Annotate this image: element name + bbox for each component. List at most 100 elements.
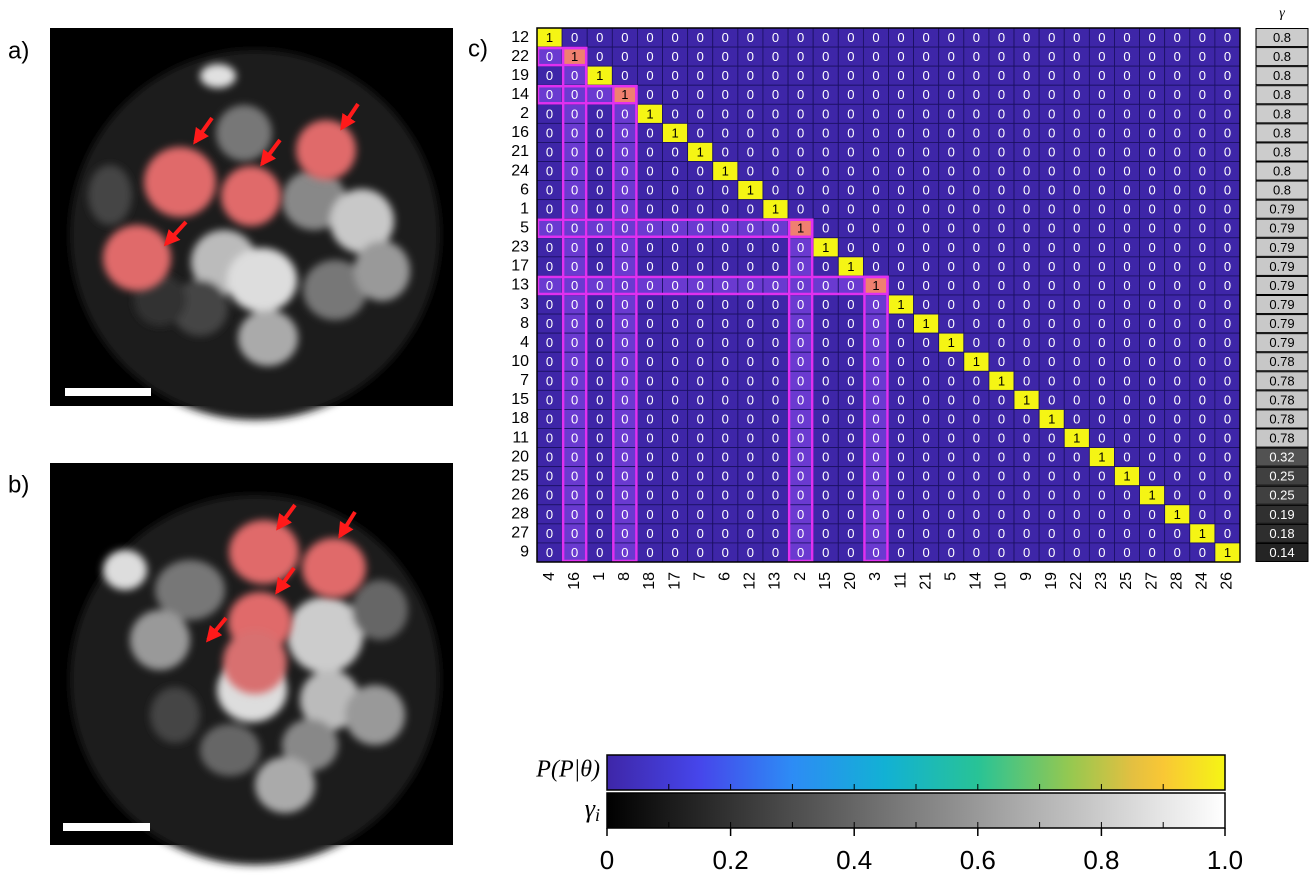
cell-label: 0 (872, 335, 879, 350)
cell-label: 0 (1048, 488, 1055, 503)
cell-label: 0 (923, 49, 930, 64)
cell-label: 0 (1174, 335, 1181, 350)
cell-label: 0 (1073, 354, 1080, 369)
cell-label: 0 (697, 316, 704, 331)
cell-label: 0 (1174, 202, 1181, 217)
cell-label: 0 (948, 202, 955, 217)
cell-label: 0 (872, 49, 879, 64)
cell-label: 0 (1224, 144, 1231, 159)
cell-label: 0 (747, 106, 754, 121)
cell-label: 0 (1098, 488, 1105, 503)
cell-label: 0 (1224, 488, 1231, 503)
cell-label: 0 (923, 30, 930, 45)
cell-label: 0 (973, 507, 980, 522)
cell-label: 0 (772, 163, 779, 178)
cell-label: 0 (546, 125, 553, 140)
cell-label: 0 (1199, 202, 1206, 217)
cell-label: 0 (1123, 30, 1130, 45)
gamma-label: 0.14 (1269, 545, 1294, 560)
row-label: 24 (511, 162, 529, 179)
cell-label: 0 (897, 125, 904, 140)
row-label: 3 (520, 296, 529, 313)
cell-label: 0 (872, 30, 879, 45)
cell-label: 0 (1149, 297, 1156, 312)
cell-label: 0 (973, 202, 980, 217)
cell-label: 0 (897, 259, 904, 274)
cell-label: 0 (1098, 49, 1105, 64)
cell-label: 0 (847, 354, 854, 369)
row-label: 25 (511, 467, 529, 484)
cell-label: 0 (1199, 144, 1206, 159)
cell-label: 0 (797, 297, 804, 312)
cell-label: 0 (1098, 469, 1105, 484)
cell-label: 0 (1023, 144, 1030, 159)
cell-label: 0 (948, 545, 955, 560)
cell-label: 0 (1023, 316, 1030, 331)
gamma-label: 0.78 (1269, 430, 1294, 445)
cell-label: 0 (1224, 450, 1231, 465)
col-label: 9 (1018, 572, 1035, 581)
cell-label: 0 (621, 125, 628, 140)
cell-label: 0 (646, 469, 653, 484)
gamma-cell (1255, 542, 1309, 563)
gamma-label: 0.25 (1269, 488, 1294, 503)
cell-label: 0 (596, 335, 603, 350)
col-label: 24 (1194, 572, 1211, 590)
tick-label: 0.2 (713, 845, 749, 875)
cell-label: 0 (1199, 450, 1206, 465)
cell-label: 0 (571, 221, 578, 236)
cell-label: 0 (646, 411, 653, 426)
cell-label: 0 (596, 354, 603, 369)
cell-label: 0 (1048, 163, 1055, 178)
cell-label: 0 (747, 507, 754, 522)
cell-label: 0 (1123, 221, 1130, 236)
cell-label: 0 (923, 392, 930, 407)
cell-label: 0 (722, 278, 729, 293)
cell-label: 0 (1073, 335, 1080, 350)
cell-label: 0 (772, 144, 779, 159)
highlight-col (863, 275, 889, 563)
cell-label: 0 (923, 297, 930, 312)
cell-label: 0 (697, 125, 704, 140)
cell-label: 1 (872, 278, 879, 293)
cell-label: 0 (646, 335, 653, 350)
cell-label: 0 (571, 202, 578, 217)
cell-label: 0 (998, 297, 1005, 312)
cell-label: 0 (1224, 469, 1231, 484)
cell-label: 0 (923, 221, 930, 236)
row-label: 5 (520, 219, 529, 236)
cell-label: 0 (1174, 469, 1181, 484)
cell-label: 0 (948, 68, 955, 83)
cell-label: 0 (923, 259, 930, 274)
cell-label: 0 (697, 392, 704, 407)
micrograph-a (50, 28, 453, 420)
cell-label: 0 (1123, 106, 1130, 121)
cell-label: 0 (621, 335, 628, 350)
cell-label: 0 (697, 202, 704, 217)
cell-label: 0 (998, 450, 1005, 465)
gamma-cell (1255, 123, 1309, 143)
cell-label: 0 (546, 392, 553, 407)
cell-label: 0 (722, 68, 729, 83)
cell-label: 0 (747, 526, 754, 541)
cell-label: 0 (596, 526, 603, 541)
cell-label: 0 (822, 87, 829, 102)
cell-label: 1 (571, 49, 578, 64)
row-label: 28 (511, 506, 529, 523)
cell-label: 0 (897, 240, 904, 255)
cell-label: 0 (1048, 507, 1055, 522)
cell-label: 0 (797, 68, 804, 83)
cell-label: 0 (646, 450, 653, 465)
gamma-cell (1255, 485, 1309, 505)
cell-label: 0 (772, 335, 779, 350)
cell-label: 0 (1073, 392, 1080, 407)
gamma-cell (1255, 428, 1309, 448)
cell-label: 0 (1098, 373, 1105, 388)
tick-label: 1.0 (1207, 845, 1243, 875)
cell-label: 0 (1023, 430, 1030, 445)
cell-label: 0 (872, 202, 879, 217)
cell-label: 0 (872, 526, 879, 541)
cell-label: 0 (646, 125, 653, 140)
cell-label: 0 (872, 392, 879, 407)
cell-label: 0 (596, 469, 603, 484)
